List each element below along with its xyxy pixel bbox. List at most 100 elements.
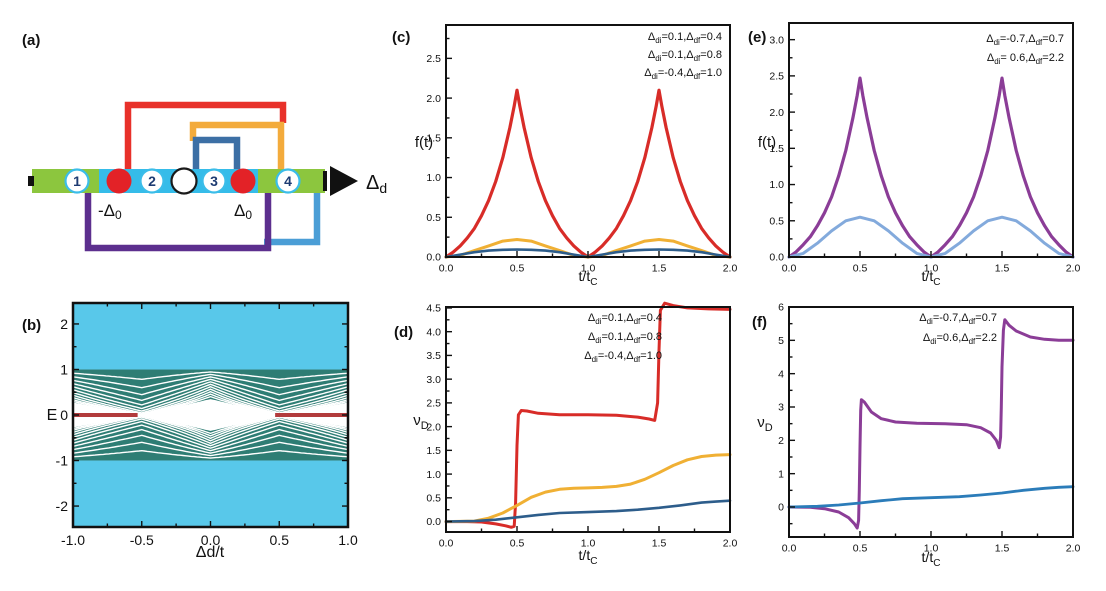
y-tick-label: 0.0 [426, 252, 441, 264]
chain-left-end-cap [28, 176, 34, 186]
legend-line: Δdi=-0.4,Δdf=1.0 [584, 350, 662, 364]
plot-frame [71, 301, 350, 529]
bulk-band-bottom [73, 460, 348, 527]
energy-level-line [72, 416, 349, 442]
x-tick-label: 0.0 [439, 538, 454, 550]
energy-level-line [72, 414, 349, 437]
plot-frame [445, 24, 731, 258]
y-tick-label: 1.5 [426, 445, 441, 457]
y-tick-label: 1.0 [426, 469, 441, 481]
y-tick-label: 3.0 [426, 374, 441, 386]
series-line-2 [444, 499, 732, 523]
y-tick-label: 2.5 [769, 71, 784, 83]
y-tick-label: 5 [778, 335, 784, 347]
y-axis-label: f(t) [415, 134, 433, 151]
legend-line: Δdi=-0.7,Δdf=0.7 [919, 312, 997, 326]
energy-level-line [72, 434, 349, 454]
x-tick-label: 1.0 [338, 532, 358, 548]
y-tick-label: 3.5 [426, 350, 441, 362]
y-tick-label: 2.0 [769, 107, 784, 119]
energy-level-line [72, 385, 349, 412]
series-line-0 [787, 318, 1075, 530]
panel-f-line-chart: 0.0 0.5 1.0 1.5 2.0 0 1 2 3 4 5 6 νD t/tC (f) Δdi=-0.7,… [752, 302, 1080, 569]
y-tick-label: 4.5 [426, 303, 441, 315]
x-tick-label: 0.5 [853, 263, 868, 275]
x-tick-label: 0.0 [782, 543, 797, 555]
energy-level-line [72, 390, 349, 415]
y-tick-label: 2.5 [426, 53, 441, 65]
energy-level-line [72, 418, 349, 445]
site-number-2: 2 [148, 173, 156, 189]
series-line-0 [444, 301, 732, 529]
legend-line: Δdi=-0.4,Δdf=1.0 [644, 67, 722, 81]
coupling-wire-lightblue [264, 193, 321, 246]
impurity-label-left: -Δ0 [98, 201, 122, 222]
delta-d-arrow-icon [330, 166, 358, 196]
y-tick-label: 0.5 [769, 215, 784, 227]
x-tick-label: 0.0 [439, 263, 454, 275]
legend-line: Δdi=0.1,Δdf=0.8 [648, 49, 722, 63]
x-tick-label: 1.5 [652, 263, 667, 275]
x-axis-label: t/tC [579, 547, 598, 567]
y-tick-label: 1 [60, 361, 68, 377]
x-tick-label: 0.5 [853, 543, 868, 555]
coupling-wire-red [124, 101, 287, 170]
site-number-3: 3 [210, 173, 218, 189]
panel-c-line-chart: 0.0 0.5 1.0 1.5 2.0 0.0 0.5 1.0 1.5 2.0 2.5 f(t) t/t… [392, 24, 737, 288]
x-tick-label: 1.0 [924, 543, 939, 555]
legend: Δdi=-0.7,Δdf=0.7 Δdi=0.6,Δdf=2.2 [919, 312, 997, 346]
x-tick-label: 0.5 [270, 532, 290, 548]
plot-frame [445, 306, 731, 533]
energy-level-line [72, 420, 349, 447]
x-tick-label: 0.5 [510, 263, 525, 275]
site-circle-2 [139, 168, 165, 194]
legend: Δdi=0.1,Δdf=0.4 Δdi=0.1,Δdf=0.8 Δdi=-0.4,Δ… [644, 31, 722, 81]
bulk-band-top [73, 303, 348, 370]
panel-letter: (f) [752, 314, 767, 331]
impurity-label-right: Δ0 [234, 201, 252, 222]
y-axis-label: f(t) [758, 134, 776, 151]
x-axis-label: t/tC [922, 268, 941, 288]
plot-frame [788, 306, 1074, 538]
legend: Δdi=0.1,Δdf=0.4 Δdi=0.1,Δdf=0.8 Δdi=-0.4,Δ… [584, 312, 662, 364]
x-tick-label: 1.5 [995, 543, 1010, 555]
energy-level-line [72, 415, 349, 440]
series-line-1 [787, 485, 1075, 509]
x-tick-label: 1.5 [652, 538, 667, 550]
x-tick-label: 2.0 [1066, 263, 1081, 275]
y-tick-label: -1 [56, 452, 69, 468]
y-tick-label: 1.5 [426, 132, 441, 144]
y-tick-label: 4.0 [426, 326, 441, 338]
y-tick-label: 0.0 [769, 252, 784, 264]
site-circles: 1 2 3 4 [64, 168, 301, 194]
panel-letter: (e) [748, 29, 766, 46]
impurity-circle-right-red [230, 168, 256, 194]
y-axis-label: νD [757, 414, 773, 434]
panel-a-schematic: (a) 1 2 3 4 [22, 32, 387, 252]
legend-line: Δdi=0.1,Δdf=0.8 [588, 331, 662, 345]
panel-b-spectrum-chart: -1.0 -0.5 0.0 0.5 1.0 -2 -1 0 1 2 E Δd/t (b) [22, 301, 358, 561]
energy-level-line [72, 424, 349, 449]
plot-frame [788, 22, 1074, 258]
legend-line: Δdi= 0.6,Δdf=2.2 [987, 52, 1064, 66]
y-axis-label: E [47, 407, 58, 424]
site-circle-1 [64, 168, 90, 194]
x-axis-label: t/tC [922, 549, 941, 569]
y-tick-label: 0.0 [426, 516, 441, 528]
y-tick-label: 6 [778, 302, 784, 314]
x-tick-label: 1.0 [924, 263, 939, 275]
panel-d-line-chart: 0.0 0.5 1.0 1.5 2.0 0.0 0.5 1.0 1.5 2.0 2.5 3.0 3.5 4… [394, 301, 737, 567]
site-number-4: 4 [284, 173, 292, 189]
arrow-label: Δd [366, 172, 387, 196]
y-tick-label: 0 [778, 502, 784, 514]
impurity-circle-left-red [106, 168, 132, 194]
energy-level-line [72, 383, 349, 410]
x-tick-label: 0.5 [510, 538, 525, 550]
panel-letter: (b) [22, 317, 41, 334]
energy-level-line [72, 371, 349, 381]
site-number-1: 1 [73, 173, 81, 189]
y-tick-label: 2 [778, 435, 784, 447]
x-tick-label: 1.0 [581, 263, 596, 275]
